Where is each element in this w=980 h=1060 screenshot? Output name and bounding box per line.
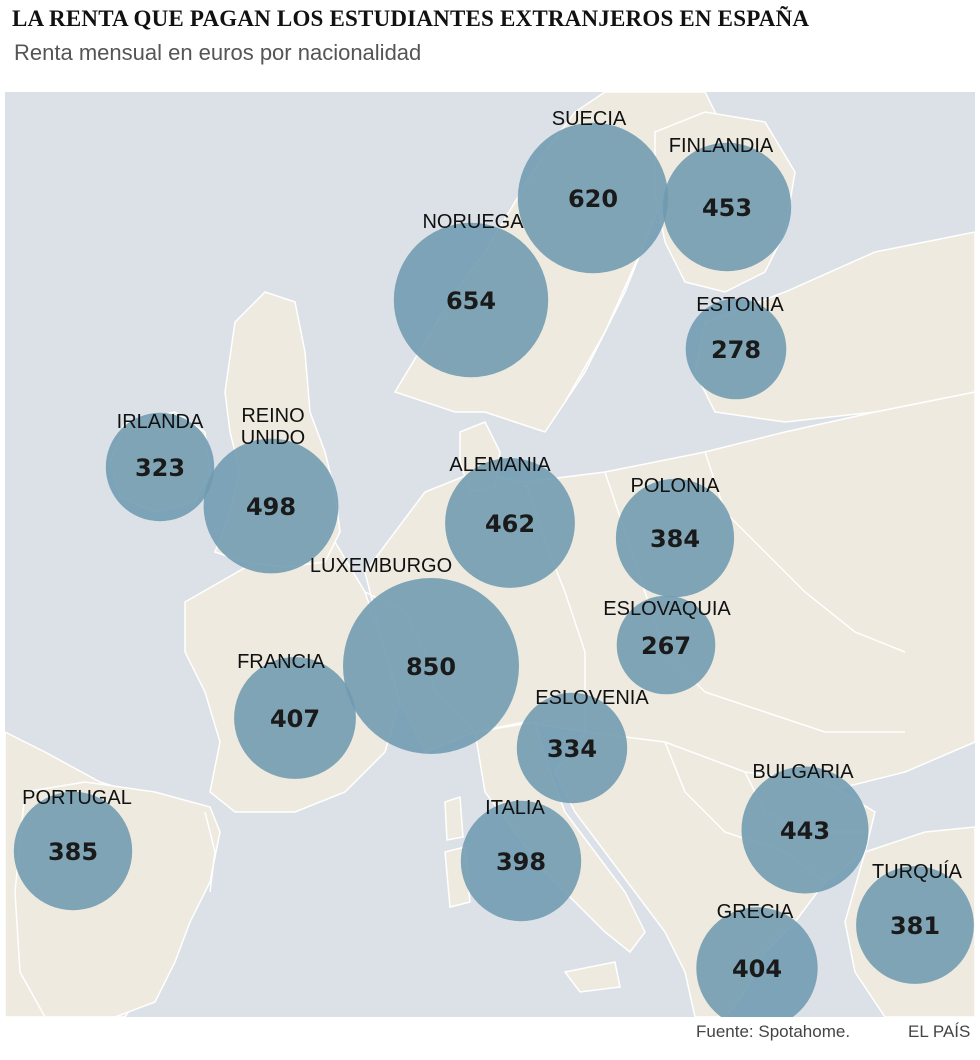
bubble-eslovenia	[516, 692, 628, 804]
value-label-bulgaria: 443	[780, 817, 830, 845]
chart-subtitle: Renta mensual en euros por nacionalidad	[14, 40, 422, 65]
country-label-finlandia: FINLANDIA	[669, 135, 774, 157]
country-label-polonia: POLONIA	[631, 475, 721, 497]
bubble-suecia	[517, 122, 669, 274]
value-label-turquia: 381	[890, 912, 940, 940]
country-label-suecia: SUECIA	[552, 108, 627, 130]
country-label-francia: FRANCIA	[237, 651, 325, 673]
land-sicily	[563, 961, 621, 993]
country-label-portugal: PORTUGAL	[22, 787, 132, 809]
value-label-luxemburgo: 850	[406, 653, 456, 681]
value-label-eslovenia: 334	[547, 735, 597, 763]
value-label-reino-unido: 498	[246, 493, 296, 521]
value-label-portugal: 385	[48, 838, 98, 866]
bubble-polonia	[615, 478, 735, 598]
value-label-estonia: 278	[711, 336, 761, 364]
country-label-luxemburgo: LUXEMBURGO	[310, 555, 452, 577]
brand-logo: EL PAÍS	[908, 1022, 971, 1041]
bubble-irlanda	[105, 412, 215, 522]
europe-map: 620 SUECIA 453 FINLANDIA 654 NORUEGA 278 ESTONI…	[5, 92, 975, 1017]
bubble-turquia	[856, 866, 974, 984]
source-note: Fuente: Spotahome.	[696, 1022, 851, 1041]
map-canvas: 620 SUECIA 453 FINLANDIA 654 NORUEGA 278 ESTONI…	[5, 92, 975, 1017]
country-label-turquia: TURQUÍA	[872, 860, 963, 883]
country-label-italia: ITALIA	[485, 797, 545, 819]
bubble-reino-unido	[203, 438, 339, 574]
border-line	[564, 241, 646, 403]
value-label-italia: 398	[496, 848, 546, 876]
bubble-noruega	[393, 222, 549, 378]
chart-title: LA RENTA QUE PAGAN LOS ESTUDIANTES EXTRA…	[12, 6, 810, 31]
value-label-grecia: 404	[732, 955, 782, 983]
value-label-finlandia: 453	[702, 194, 752, 222]
value-label-noruega: 654	[446, 287, 496, 315]
bubble-alemania	[445, 458, 575, 588]
value-label-francia: 407	[270, 705, 320, 733]
country-label-grecia: GRECIA	[717, 901, 794, 923]
border-line	[204, 811, 216, 893]
country-label-noruega: NORUEGA	[422, 211, 524, 233]
bubble-francia	[234, 657, 356, 779]
land-corsica	[444, 795, 464, 841]
bubble-finlandia	[662, 142, 792, 272]
bubble-estonia	[685, 298, 787, 400]
value-label-eslovaquia: 267	[641, 632, 691, 660]
value-label-irlanda: 323	[135, 454, 185, 482]
bubble-layer: 620 SUECIA 453 FINLANDIA 654 NORUEGA 278 ESTONI…	[13, 108, 974, 1017]
bubble-eslovaquia	[616, 595, 716, 695]
bubble-grecia	[696, 907, 818, 1017]
country-label-estonia: ESTONIA	[696, 294, 784, 316]
country-label-eslovaquia: ESLOVAQUIA	[603, 598, 731, 620]
value-label-alemania: 462	[485, 510, 535, 538]
bubble-bulgaria	[741, 766, 869, 894]
country-label-bulgaria: BULGARIA	[752, 761, 854, 783]
country-label-alemania: ALEMANIA	[449, 454, 551, 476]
country-label-eslovenia: ESLOVENIA	[535, 687, 649, 709]
bubble-luxemburgo	[343, 578, 519, 754]
bubble-portugal	[13, 791, 133, 911]
bubble-italia	[460, 800, 582, 922]
country-label-reino-unido: REINO UNIDO	[241, 405, 305, 449]
country-label-irlanda: IRLANDA	[117, 411, 204, 433]
value-label-suecia: 620	[568, 185, 618, 213]
value-label-polonia: 384	[650, 525, 700, 553]
